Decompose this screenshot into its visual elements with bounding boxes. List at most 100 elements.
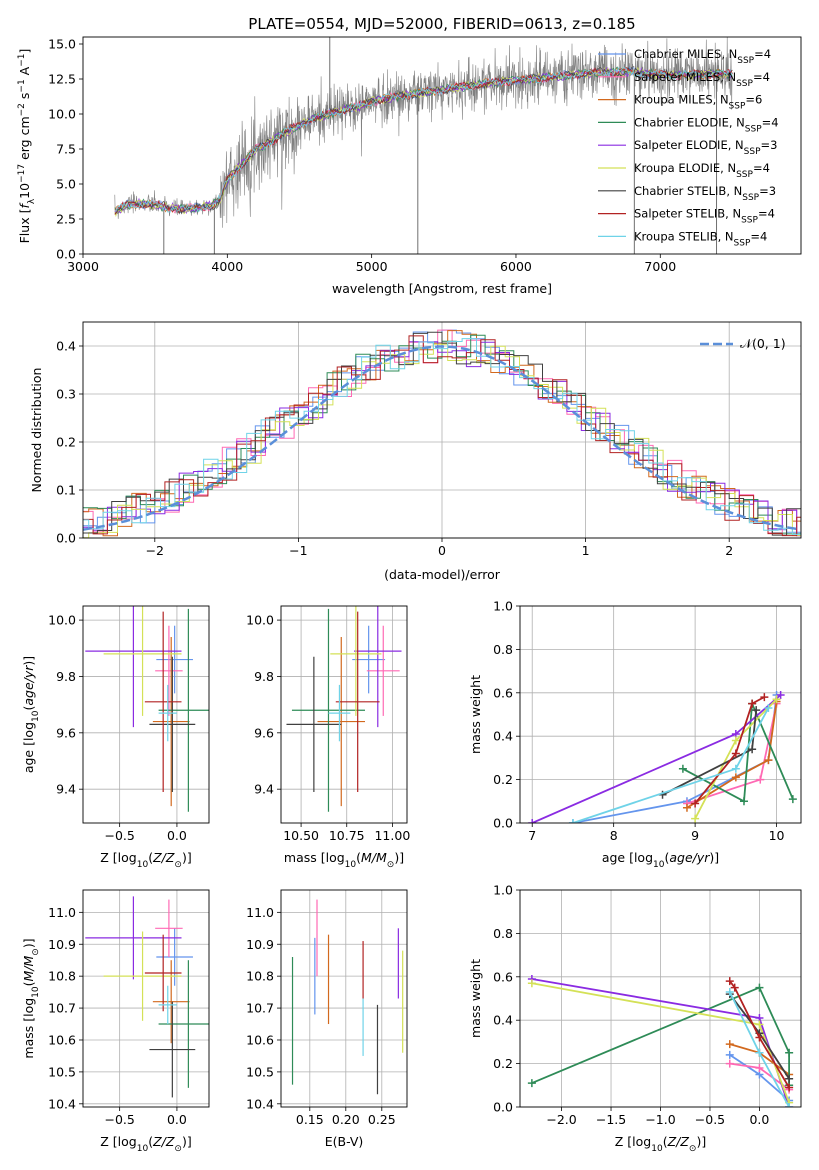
y-axis-label: Flux [fλ10−17 erg cm−2 s−1 A−1]: [17, 49, 37, 244]
x-tick-label: −0.5: [695, 1112, 725, 1127]
x-axis-label: age [log10(age/yr)]: [602, 850, 719, 870]
y-tick-label: 10.4: [48, 1096, 76, 1111]
panel-mass-vs-Z: −0.5 0.0 10.4 10.5 10.6 10.7 10.8 10.9 11.0 Z [lo…: [21, 889, 210, 1154]
plot-area: [291, 899, 404, 1095]
x-tick-label: 0.15: [296, 1112, 324, 1127]
axes-frame: [280, 605, 408, 824]
y-tick-label: 10.9: [246, 937, 274, 952]
weight-series-kroupa-elodie: [691, 695, 781, 823]
grid: [83, 890, 209, 1107]
weight-line: [694, 696, 765, 805]
y-tick-label: 0.0: [56, 531, 76, 546]
y-tick-label: 10.0: [48, 613, 76, 628]
x-axis-label: E(B-V): [325, 1134, 364, 1149]
y-tick-label: 0.2: [493, 772, 513, 787]
errorbar-kroupa-stelib: [158, 985, 177, 1025]
weight-marker: [725, 1050, 734, 1059]
y-tick-label: 10.0: [48, 107, 76, 122]
x-axis-label-part: (: [148, 850, 153, 865]
y-axis-label: age [log10(age/yr)]: [21, 656, 41, 773]
panel-age-vs-mass: 10.50 10.75 11.00 9.4 9.6 9.8 10.0 mass [log10(…: [246, 605, 410, 870]
weight-marker: [731, 764, 740, 773]
data-spectrum-line: [114, 37, 733, 228]
y-axis-label-part: Flux [: [17, 209, 32, 244]
y-axis-label-part: −2: [17, 103, 27, 116]
errorbar-kroupa-stelib: [158, 684, 177, 742]
y-axis-label: mass weight: [468, 675, 483, 754]
errorbar-kroupa-miles: [152, 637, 190, 807]
y-tick-label: 10.7: [246, 1001, 274, 1016]
histogram-kroupa-miles: [83, 330, 801, 537]
histogram-kroupa-elodie: [83, 343, 801, 538]
legend-label-part: =4: [754, 47, 771, 61]
y-axis-label-part: ]: [17, 49, 32, 54]
y-tick-label: 10.8: [48, 969, 76, 984]
errorbar-salpeter-miles: [155, 899, 183, 958]
panel-weight-vs-Z: −2.0 −1.5 −1.0 −0.5 0.0 0.0 0.2 0.4 0.6 0.8 1.0 Z […: [468, 883, 802, 1154]
weight-series-chabrier-elodie: [527, 983, 794, 1090]
x-tick-label: −1: [289, 543, 307, 558]
y-axis-label-part: A: [17, 66, 32, 79]
x-axis-label-part: mass [log: [284, 850, 345, 865]
errorbar-kroupa-elodie: [103, 931, 182, 1021]
weight-marker: [739, 797, 748, 806]
errorbar-chabrier-elodie: [158, 608, 209, 812]
plot-area: [527, 974, 794, 1107]
x-tick-label: 3000: [67, 259, 99, 274]
x-axis-label-part: age [log: [602, 850, 653, 865]
x-tick-label: −1.0: [645, 1112, 675, 1127]
model-line-kroupa-elodie: [114, 66, 733, 218]
y-axis-label: mass [log10(M/M⊙)]: [21, 938, 41, 1058]
x-axis-label: Z [log10(Z/Z⊙)]: [100, 850, 191, 870]
weight-marker: [785, 1103, 794, 1107]
x-axis-label-part: 10: [137, 860, 149, 870]
y-tick-label: 9.8: [254, 669, 274, 684]
legend-label-part: Chabrier MILES, N: [634, 47, 737, 61]
y-tick-label: 0.6: [493, 969, 513, 984]
weight-marker: [725, 977, 734, 986]
y-axis-label-part: erg cm: [17, 116, 32, 164]
y-tick-label: 0.0: [493, 816, 513, 831]
x-tick-label: 9: [691, 828, 699, 843]
x-axis-label-part: M/M: [361, 850, 387, 865]
x-axis-label-part: )]: [394, 850, 404, 865]
weight-marker: [691, 814, 700, 823]
histogram-kroupa-stelib: [83, 338, 801, 535]
y-tick-label: 0.4: [56, 339, 76, 354]
y-axis-label-part: −1: [17, 53, 27, 66]
x-tick-label: 10.75: [329, 828, 365, 843]
weight-marker: [785, 1083, 794, 1092]
weight-series-salpeter-miles: [682, 699, 781, 808]
x-axis-label-part: (: [664, 850, 669, 865]
y-axis-label-part: 10: [31, 710, 41, 722]
y-axis-label-part: −17: [17, 164, 27, 183]
histogram-salpeter-elodie: [83, 341, 801, 537]
y-tick-label: 2.5: [56, 212, 76, 227]
errorbar-chabrier-miles: [156, 625, 193, 694]
errorbar-chabrier-stelib: [149, 656, 196, 792]
x-axis-label: Z [log10(Z/Z⊙)]: [100, 1134, 191, 1154]
x-tick-label: 10: [769, 828, 785, 843]
weight-marker: [725, 987, 734, 996]
weight-series-chabrier-elodie: [678, 699, 797, 806]
y-tick-label: 0.4: [493, 1013, 513, 1028]
weight-line: [531, 986, 790, 1086]
x-axis-label-part: ⊙: [174, 1144, 182, 1154]
legend-label: Salpeter MILES, NSSP=4: [634, 70, 770, 89]
x-tick-label: 0.25: [368, 1112, 396, 1127]
grid: [281, 606, 407, 823]
weight-marker: [730, 983, 739, 992]
y-axis-label-part: 10: [31, 986, 41, 998]
weight-marker: [731, 736, 740, 745]
weight-marker: [764, 756, 773, 765]
errorbar-kroupa-miles: [317, 637, 365, 807]
y-tick-label: 9.4: [56, 782, 76, 797]
weight-marker: [755, 1033, 764, 1042]
y-axis-label-part: M/M: [21, 955, 36, 981]
legend-label: Chabrier ELODIE, NSSP=4: [634, 115, 779, 134]
y-tick-label: 0.2: [493, 1056, 513, 1071]
legend-label-part: =4: [750, 229, 767, 243]
x-tick-label: 10.50: [283, 828, 319, 843]
x-axis-label-part: )]: [709, 850, 719, 865]
